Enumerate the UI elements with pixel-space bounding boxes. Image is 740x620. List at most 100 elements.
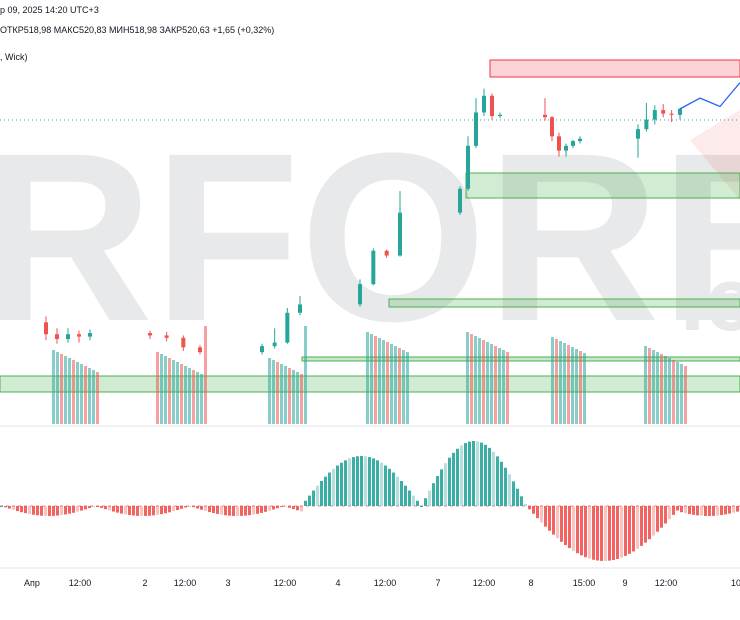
- candle-body: [550, 117, 554, 137]
- oscillator-bar: [100, 506, 103, 508]
- candle-body: [77, 334, 81, 337]
- oscillator-bar: [256, 506, 259, 514]
- x-tick-label: 15:00: [573, 578, 596, 588]
- oscillator-bar: [608, 506, 611, 561]
- oscillator-bar: [344, 460, 347, 506]
- x-tick-label: 12:00: [174, 578, 197, 588]
- candle-body: [564, 145, 568, 151]
- candles: [44, 88, 682, 355]
- candle-body: [498, 114, 502, 117]
- candle-body: [644, 119, 649, 130]
- candle-body: [371, 250, 376, 285]
- volume-bar: [280, 364, 283, 424]
- volume-bar: [555, 339, 558, 424]
- oscillator-bar: [536, 506, 539, 519]
- oscillator-bar: [200, 506, 203, 510]
- open-value: ОТКР518,98: [0, 25, 52, 35]
- oscillator-bar: [12, 506, 15, 510]
- oscillator-bar: [380, 462, 383, 506]
- volume-bar: [660, 354, 663, 424]
- oscillator-bar: [120, 506, 123, 514]
- oscillator-bar: [688, 506, 691, 515]
- volume-bar: [394, 346, 397, 424]
- candle-body: [44, 322, 48, 335]
- volume-bar: [284, 366, 287, 424]
- oscillator-bar: [40, 506, 43, 516]
- x-tick-label: Апр: [24, 578, 40, 588]
- oscillator-bar: [116, 506, 119, 513]
- volume-bar: [60, 354, 63, 424]
- oscillator-bar: [260, 506, 263, 513]
- oscillator-bar: [44, 506, 47, 516]
- oscillator-bar: [504, 467, 507, 506]
- x-tick-label: 12:00: [473, 578, 496, 588]
- oscillator-bar: [136, 506, 139, 516]
- candle-body: [652, 110, 657, 120]
- oscillator-bar: [208, 506, 211, 513]
- oscillator-bar: [656, 506, 659, 532]
- oscillator-bar: [696, 506, 699, 516]
- oscillator-bar: [240, 506, 243, 516]
- oscillator-bar: [488, 447, 491, 506]
- support-zone-upper: [465, 172, 740, 199]
- candle-body: [260, 346, 264, 353]
- oscillator-bar: [468, 441, 471, 506]
- volume-bar: [188, 368, 191, 424]
- oscillator-bar: [60, 506, 63, 516]
- volume-bar: [470, 334, 473, 424]
- oscillator-bar: [124, 506, 127, 515]
- volume-bar: [296, 372, 299, 424]
- oscillator-bar: [736, 506, 739, 512]
- oscillator-histogram: [0, 441, 739, 561]
- oscillator-bar: [64, 506, 67, 515]
- candle-body: [148, 333, 152, 336]
- oscillator-bar: [524, 504, 527, 506]
- oscillator-bar: [164, 506, 167, 514]
- volume-bar: [292, 370, 295, 424]
- volume-bar: [583, 353, 586, 424]
- oscillator-bar: [328, 472, 331, 506]
- x-tick-label: 12:00: [69, 578, 92, 588]
- oscillator-bar: [568, 506, 571, 549]
- ohlc-line: ОТКР518,98 МАКС520,83 МИН518,98 ЗАКР520,…: [0, 25, 274, 35]
- volume-bar: [567, 345, 570, 424]
- oscillator-bar: [68, 506, 71, 514]
- candle-body: [181, 337, 186, 348]
- oscillator-bar: [296, 506, 299, 511]
- oscillator-bar: [108, 506, 111, 511]
- volume-bars: [52, 326, 687, 424]
- volume-bar: [652, 350, 655, 424]
- forecast-line: [679, 82, 740, 110]
- candle-body: [474, 112, 478, 146]
- oscillator-bar: [676, 506, 679, 511]
- candle-body: [298, 304, 302, 313]
- volume-bar: [644, 346, 647, 424]
- oscillator-bar: [424, 498, 427, 506]
- oscillator-bar: [668, 506, 671, 520]
- oscillator-bar: [492, 451, 495, 506]
- oscillator-bar: [268, 506, 271, 511]
- candle-body: [669, 113, 674, 115]
- oscillator-bar: [336, 465, 339, 506]
- oscillator-bar: [216, 506, 219, 514]
- volume-bar: [575, 349, 578, 424]
- oscillator-bar: [640, 506, 643, 546]
- oscillator-bar: [252, 506, 255, 515]
- volume-bar: [84, 366, 87, 424]
- oscillator-bar: [224, 506, 227, 516]
- oscillator-bar: [244, 506, 247, 516]
- oscillator-bar: [248, 506, 251, 516]
- oscillator-bar: [704, 506, 707, 516]
- oscillator-bar: [152, 506, 155, 516]
- volume-bar: [571, 347, 574, 424]
- volume-bar: [668, 358, 671, 424]
- oscillator-bar: [8, 506, 11, 509]
- oscillator-bar: [332, 468, 335, 506]
- oscillator-bar: [0, 506, 3, 507]
- x-tick-label: 8: [528, 578, 533, 588]
- oscillator-bar: [340, 462, 343, 506]
- oscillator-bar: [140, 506, 143, 516]
- oscillator-bar: [148, 506, 151, 516]
- volume-bar: [288, 368, 291, 424]
